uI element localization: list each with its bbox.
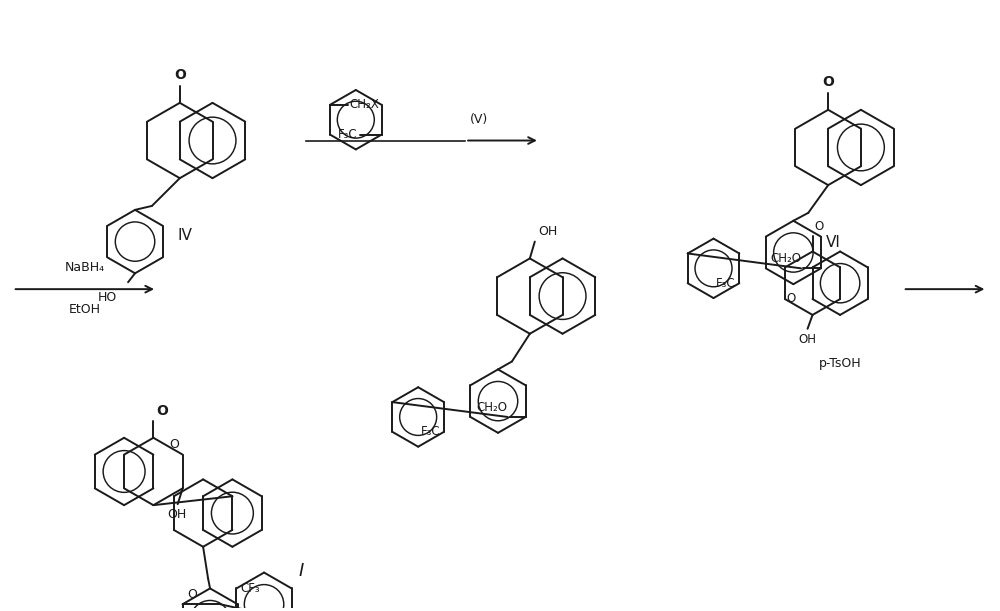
Text: OH: OH <box>538 225 557 238</box>
Text: O: O <box>156 404 168 418</box>
Text: (V): (V) <box>470 113 488 126</box>
Text: NaBH₄: NaBH₄ <box>64 262 104 274</box>
Text: CH₂X: CH₂X <box>350 98 380 111</box>
Text: O: O <box>822 75 834 89</box>
Text: O: O <box>815 220 824 233</box>
Text: OH: OH <box>167 508 186 521</box>
Text: CH₂O: CH₂O <box>770 252 801 265</box>
Text: CH₂O: CH₂O <box>477 401 508 414</box>
Text: O: O <box>169 437 179 451</box>
Text: p-TsOH: p-TsOH <box>819 357 861 370</box>
Text: EtOH: EtOH <box>68 303 100 316</box>
Text: O: O <box>174 68 186 82</box>
Text: HO: HO <box>98 291 117 304</box>
Text: O: O <box>187 588 197 601</box>
Text: F₃C: F₃C <box>420 425 440 438</box>
Text: F₃C: F₃C <box>716 277 735 290</box>
Text: F₃C: F₃C <box>338 128 358 141</box>
Text: IV: IV <box>177 228 192 243</box>
Text: I: I <box>298 562 304 580</box>
Text: VI: VI <box>826 235 841 250</box>
Text: OH: OH <box>799 333 817 346</box>
Text: CF₃: CF₃ <box>240 582 260 595</box>
Text: O: O <box>786 291 795 304</box>
